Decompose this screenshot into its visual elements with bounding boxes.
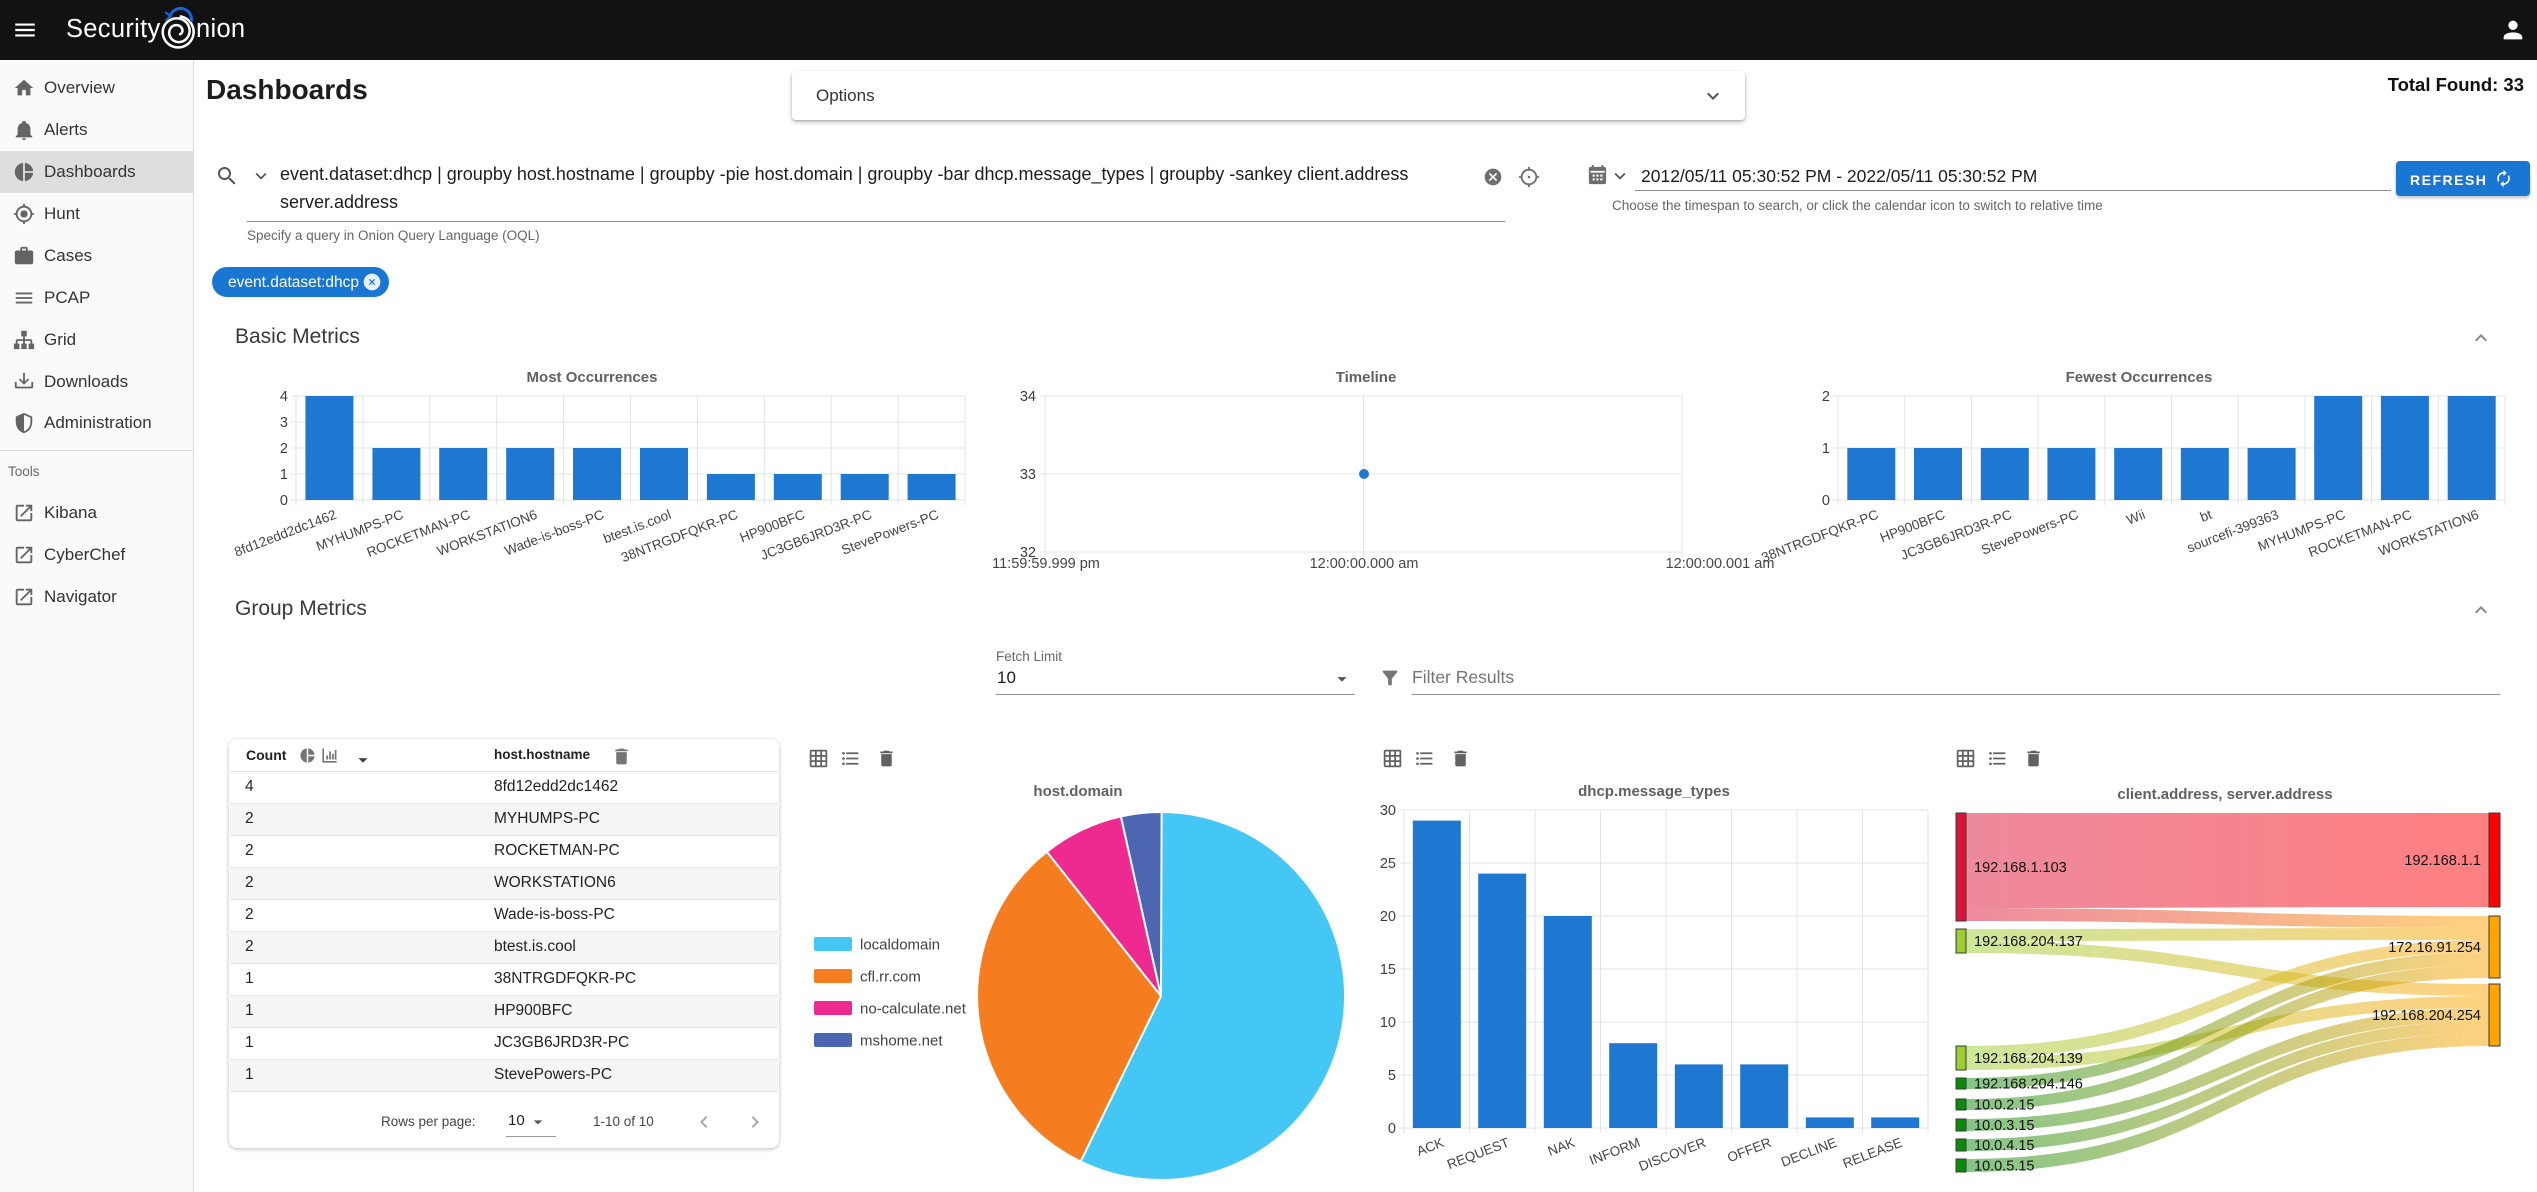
svg-text:30: 30 (1380, 803, 1396, 819)
svg-text:mshome.net: mshome.net (860, 1033, 943, 1050)
svg-text:DECLINE: DECLINE (1779, 1135, 1839, 1170)
svg-text:10.0.2.15: 10.0.2.15 (1974, 1098, 2034, 1114)
svg-text:OFFER: OFFER (1725, 1135, 1773, 1165)
svg-text:172.16.91.254: 172.16.91.254 (2388, 940, 2481, 956)
svg-text:34: 34 (1020, 389, 1036, 405)
svg-text:JC3GB6JRD3R-PC: JC3GB6JRD3R-PC (758, 507, 874, 563)
svg-text:5: 5 (1388, 1068, 1396, 1084)
svg-text:cfl.rr.com: cfl.rr.com (860, 969, 921, 986)
svg-text:0: 0 (1822, 493, 1830, 509)
svg-text:10: 10 (1380, 1015, 1396, 1031)
svg-text:12:00:00.001 am: 12:00:00.001 am (1666, 556, 1775, 572)
svg-text:38NTRGDFQKR-PC: 38NTRGDFQKR-PC (619, 507, 740, 565)
svg-text:0: 0 (1388, 1121, 1396, 1137)
svg-text:bt: bt (2198, 507, 2214, 525)
svg-text:host.domain: host.domain (1033, 783, 1122, 800)
svg-text:1: 1 (280, 467, 288, 483)
svg-text:12:00:00.000 am: 12:00:00.000 am (1310, 556, 1419, 572)
svg-text:38NTRGDFQKR-PC: 38NTRGDFQKR-PC (1759, 507, 1880, 565)
svg-text:2: 2 (1822, 389, 1830, 405)
svg-text:20: 20 (1380, 909, 1396, 925)
svg-text:192.168.1.103: 192.168.1.103 (1974, 860, 2067, 876)
svg-text:1: 1 (1822, 441, 1830, 457)
svg-text:2: 2 (280, 441, 288, 457)
svg-text:10.0.5.15: 10.0.5.15 (1974, 1159, 2034, 1175)
svg-text:NAK: NAK (1546, 1135, 1577, 1159)
svg-text:192.168.204.146: 192.168.204.146 (1974, 1077, 2083, 1093)
svg-text:JC3GB6JRD3R-PC: JC3GB6JRD3R-PC (1899, 507, 2015, 563)
svg-text:11:59:59.999 pm: 11:59:59.999 pm (992, 556, 1100, 572)
svg-text:192.168.1.1: 192.168.1.1 (2404, 853, 2481, 869)
svg-text:192.168.204.254: 192.168.204.254 (2372, 1008, 2481, 1024)
svg-text:25: 25 (1380, 856, 1396, 872)
svg-text:3: 3 (280, 415, 288, 431)
svg-text:Fewest Occurrences: Fewest Occurrences (2066, 369, 2213, 386)
svg-text:10.0.4.15: 10.0.4.15 (1974, 1138, 2034, 1154)
svg-text:15: 15 (1380, 962, 1396, 978)
svg-text:192.168.204.139: 192.168.204.139 (1974, 1051, 2083, 1067)
svg-text:no-calculate.net: no-calculate.net (860, 1001, 967, 1018)
svg-text:client.address, server.address: client.address, server.address (2117, 786, 2332, 803)
svg-text:REQUEST: REQUEST (1445, 1135, 1511, 1172)
svg-text:4: 4 (280, 389, 288, 405)
svg-text:Wii: Wii (2124, 507, 2147, 528)
svg-text:0: 0 (280, 493, 288, 509)
svg-text:33: 33 (1020, 467, 1036, 483)
svg-text:localdomain: localdomain (860, 937, 940, 954)
svg-text:INFORM: INFORM (1587, 1135, 1642, 1168)
svg-text:DISCOVER: DISCOVER (1637, 1135, 1708, 1174)
svg-text:Timeline: Timeline (1336, 369, 1397, 386)
svg-text:32: 32 (1020, 545, 1036, 561)
svg-text:10.0.3.15: 10.0.3.15 (1974, 1118, 2034, 1134)
svg-text:ACK: ACK (1415, 1135, 1446, 1159)
svg-text:dhcp.message_types: dhcp.message_types (1578, 783, 1730, 800)
svg-text:RELEASE: RELEASE (1841, 1135, 1905, 1171)
svg-text:192.168.204.137: 192.168.204.137 (1974, 934, 2083, 950)
svg-text:Most Occurrences: Most Occurrences (527, 369, 658, 386)
